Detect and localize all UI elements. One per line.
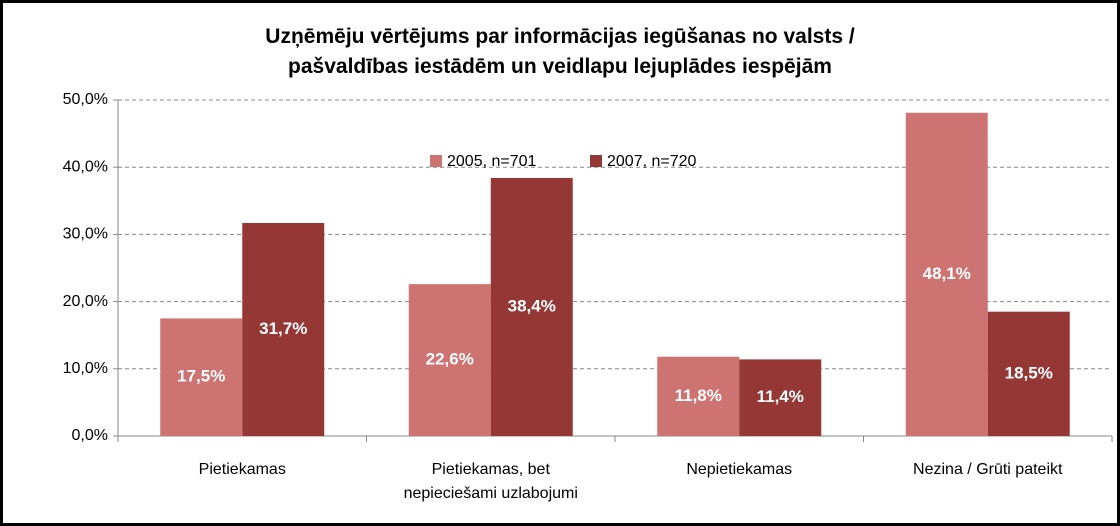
data-label: 11,8% bbox=[675, 386, 722, 405]
x-tick-label: Nepietiekamas bbox=[686, 461, 793, 478]
bar bbox=[160, 318, 243, 436]
data-label: 18,5% bbox=[1005, 363, 1053, 382]
data-label: 17,5% bbox=[177, 367, 225, 386]
bar bbox=[242, 222, 325, 436]
y-tick-label: 50,0% bbox=[63, 91, 108, 108]
bar bbox=[408, 284, 491, 436]
bar bbox=[657, 356, 740, 436]
x-tick-label: Pietiekamas bbox=[198, 461, 286, 478]
y-tick-label: 0,0% bbox=[72, 427, 108, 444]
y-tick-label: 40,0% bbox=[63, 158, 108, 175]
x-tick-label: Pietiekamas, bet nepieciešami uzlabojumi bbox=[403, 461, 578, 502]
bar bbox=[987, 311, 1070, 436]
data-label: 22,6% bbox=[426, 350, 474, 369]
legend-label: 2005, n=701 bbox=[447, 153, 537, 170]
data-label: 11,4% bbox=[757, 387, 804, 406]
legend-swatch bbox=[430, 155, 442, 167]
y-tick-label: 10,0% bbox=[63, 360, 108, 377]
data-label: 31,7% bbox=[259, 319, 307, 338]
chart-title: Uzņēmēju vērtējums par informācijas iegū… bbox=[265, 25, 855, 78]
x-tick-label: Nezina / Grūti pateikt bbox=[913, 461, 1063, 478]
data-label: 48,1% bbox=[923, 264, 971, 283]
bar bbox=[739, 359, 822, 436]
bar bbox=[905, 112, 988, 436]
y-tick-label: 30,0% bbox=[63, 226, 108, 243]
y-tick-label: 20,0% bbox=[63, 293, 108, 310]
bar bbox=[490, 177, 573, 436]
legend-swatch bbox=[590, 155, 602, 167]
data-label: 38,4% bbox=[508, 296, 556, 315]
legend-label: 2007, n=720 bbox=[607, 153, 697, 170]
